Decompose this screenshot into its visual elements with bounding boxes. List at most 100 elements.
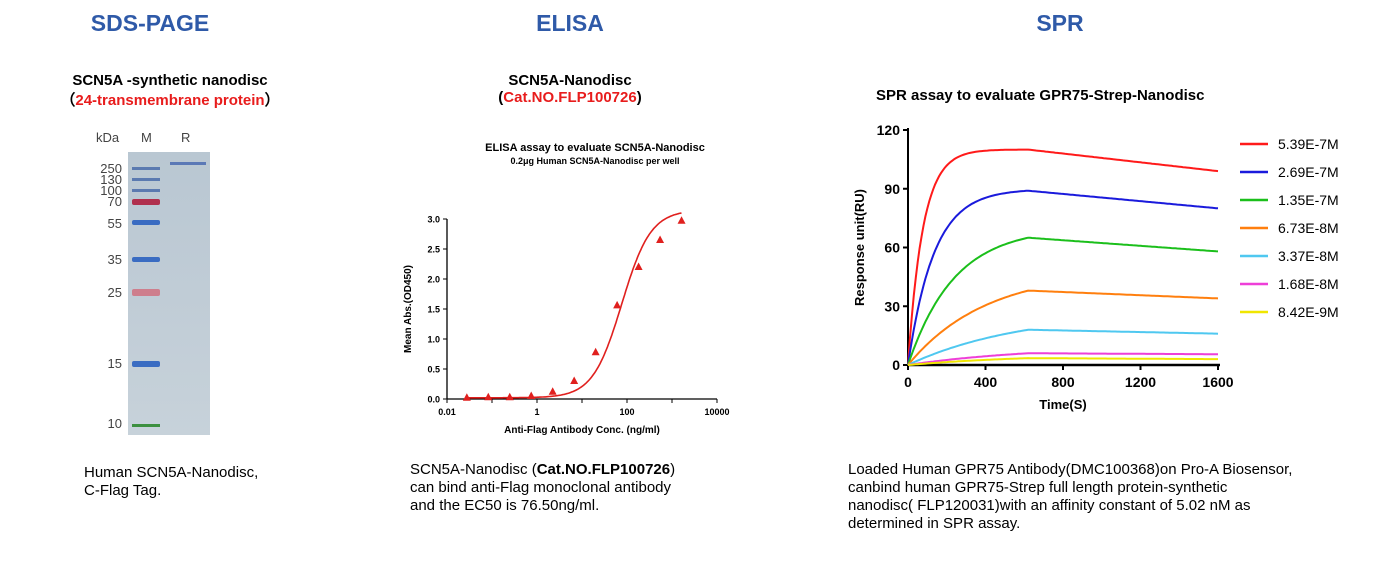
spr-chart: SPR assay to evaluate GPR75-Strep-Nanodi… (852, 87, 1339, 412)
elisa-data-point (634, 262, 643, 270)
spr-legend-label: 1.68E-8M (1278, 276, 1339, 292)
sds-caption-line2: C-Flag Tag. (84, 482, 162, 499)
spr-caption-line1: Loaded Human GPR75 Antibody(DMC100368)on… (848, 461, 1293, 478)
elisa-y-tick-label: 3.0 (427, 215, 440, 225)
spr-y-label: Response unit(RU) (852, 189, 867, 306)
elisa-caption-line1: SCN5A-Nanodisc (Cat.NO.FLP100726) (410, 461, 676, 478)
paren-open: （ (60, 92, 76, 109)
elisa-x-tick-label: 0.01 (438, 407, 456, 417)
spr-x-tick-label: 0 (904, 374, 912, 390)
sds-caption: Human SCN5A-Nanodisc, C-Flag Tag. (84, 464, 344, 500)
elisa-y-label: Mean Abs.(OD450) (403, 265, 414, 353)
spr-chart-title: SPR assay to evaluate GPR75-Strep-Nanodi… (876, 87, 1204, 104)
elisa-fit-curve (466, 212, 682, 399)
gel-band-10 (132, 424, 160, 427)
elisa-x-tick-label: 1 (534, 407, 539, 417)
elisa-data-point (484, 392, 493, 401)
elisa-y-tick-label: 0.5 (427, 365, 440, 375)
elisa-data-point (462, 393, 471, 401)
marker-55: 55 (107, 216, 122, 231)
spr-caption: Loaded Human GPR75 Antibody(DMC100368)on… (848, 461, 1368, 533)
spr-caption-line3: nanodisc( FLP120031)with an affinity con… (848, 497, 1251, 514)
gel-bands (132, 162, 206, 427)
marker-130: 130 (100, 172, 122, 187)
spr-caption-line4: determined in SPR assay. (848, 515, 1021, 532)
gel-band-15 (132, 361, 160, 367)
marker-10: 10 (107, 416, 122, 431)
paren-close: ） (264, 92, 280, 109)
spr-caption-line2: canbind human GPR75-Strep full length pr… (848, 479, 1228, 496)
sds-caption-line1: Human SCN5A-Nanodisc, (84, 464, 259, 481)
elisa-data-point (570, 376, 579, 384)
gel-band-130 (132, 178, 160, 181)
spr-series-1.68E-8M (907, 352, 1218, 366)
gel-band-25 (132, 289, 160, 296)
paren-open: ( (498, 89, 504, 106)
marker-70: 70 (107, 194, 122, 209)
sds-subtitle: SCN5A -synthetic nanodisc （24-transmembr… (20, 72, 320, 110)
sds-protein-type: 24-transmembrane protein (75, 92, 265, 109)
spr-x-tick-label: 400 (974, 374, 998, 390)
elisa-data-point (548, 387, 557, 395)
elisa-chart: ELISA assay to evaluate SCN5A-Nanodisc 0.… (403, 142, 730, 436)
elisa-caption-cat: Cat.NO.FLP100726 (536, 461, 671, 478)
gel-band-55 (132, 220, 160, 225)
gel-image (128, 152, 210, 435)
spr-y-tick-label: 30 (884, 298, 900, 314)
sds-title-line2: （24-transmembrane protein） (20, 89, 320, 110)
elisa-data-point (505, 392, 514, 401)
spr-y-tick-label: 60 (884, 240, 900, 256)
spr-legend-label: 8.42E-9M (1278, 304, 1339, 320)
elisa-data-point (527, 391, 536, 399)
elisa-x-tick-label: 100 (619, 407, 634, 417)
marker-15: 15 (107, 356, 122, 371)
elisa-caption-line2: can bind anti-Flag monoclonal antibody (410, 479, 671, 496)
gel-band-70 (132, 199, 160, 205)
sds-heading: SDS-PAGE (90, 10, 210, 36)
elisa-title-line2: (Cat.NO.FLP100726) (420, 89, 720, 106)
elisa-subtitle: SCN5A-Nanodisc (Cat.NO.FLP100726) (420, 72, 720, 106)
elisa-title-line1: SCN5A-Nanodisc (508, 72, 632, 89)
elisa-cat-no: Cat.NO.FLP100726 (503, 89, 637, 106)
elisa-x-tick-label: 10000 (704, 407, 729, 417)
spr-x-tick-label: 1200 (1125, 374, 1156, 390)
elisa-heading: ELISA (536, 10, 604, 36)
elisa-data-point (656, 235, 665, 243)
marker-25: 25 (107, 285, 122, 300)
elisa-x-label: Anti-Flag Antibody Conc. (ng/ml) (504, 425, 660, 436)
sample-band (170, 162, 206, 165)
elisa-caption-line3: and the EC50 is 76.50ng/ml. (410, 497, 600, 514)
marker-250: 250 (100, 161, 122, 176)
kda-label: kDa (96, 130, 120, 145)
gel-band-250 (132, 167, 160, 170)
spr-series-3.37E-8M (907, 328, 1219, 366)
elisa-y-tick-label: 0.0 (427, 395, 440, 405)
spr-series-8.42E-9M (907, 357, 1218, 366)
spr-y-tick-label: 120 (877, 122, 901, 138)
marker-35: 35 (107, 252, 122, 267)
spr-series-1.35E-7M (907, 236, 1219, 366)
gel-band-100 (132, 189, 160, 192)
spr-y-tick-label: 0 (892, 357, 900, 373)
spr-legend-label: 2.69E-7M (1278, 164, 1339, 180)
spr-legend-label: 1.35E-7M (1278, 192, 1339, 208)
spr-legend-label: 6.73E-8M (1278, 220, 1339, 236)
elisa-data-point (613, 300, 622, 309)
marker-100: 100 (100, 183, 122, 198)
sds-title-line1: SCN5A -synthetic nanodisc (72, 72, 268, 89)
spr-series-6.73E-8M (907, 289, 1219, 366)
elisa-data-point (591, 347, 600, 356)
spr-heading: SPR (1036, 10, 1084, 36)
spr-x-tick-label: 1600 (1202, 374, 1233, 390)
spr-x-tick-label: 800 (1051, 374, 1075, 390)
elisa-y-tick-label: 1.5 (427, 305, 440, 315)
spr-legend-label: 5.39E-7M (1278, 136, 1339, 152)
paren-close: ) (636, 89, 642, 106)
elisa-chart-title: ELISA assay to evaluate SCN5A-Nanodisc (485, 142, 705, 154)
spr-y-tick-label: 90 (884, 181, 900, 197)
elisa-y-tick-label: 2.5 (427, 245, 440, 255)
spr-x-label: Time(S) (1039, 397, 1086, 412)
gel-band-35 (132, 257, 160, 262)
spr-legend-label: 3.37E-8M (1278, 248, 1339, 264)
elisa-y-tick-label: 1.0 (427, 335, 440, 345)
